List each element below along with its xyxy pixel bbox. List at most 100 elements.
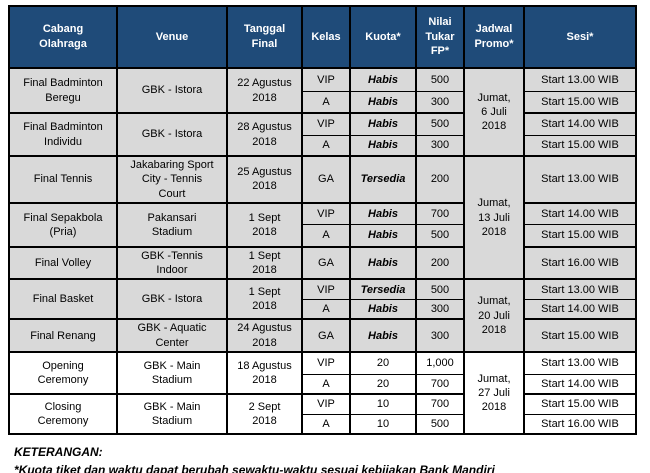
cell-kelas: GA	[301, 155, 351, 204]
footer-note: KETERANGAN: *Kuota tiket dan waktu dapat…	[14, 443, 650, 473]
cell-venue: GBK - Istora	[116, 278, 228, 320]
table-row: Final Renang GBK - Aquatic Center 24 Agust…	[8, 318, 637, 353]
cell-kelas: A	[301, 413, 351, 435]
cell-kuota: Habis	[349, 67, 417, 92]
cell-sesi: Start 15.00 WIB	[523, 134, 637, 157]
cell-kelas: A	[301, 134, 351, 157]
cell-nilai: 300	[415, 298, 465, 320]
cell-kuota: Habis	[349, 90, 417, 114]
cell-cabang: Final Badminton Beregu	[8, 67, 118, 114]
table-row: A 10 500 Start 16.00 WIB	[9, 413, 637, 435]
cell-cabang: Final Volley	[8, 245, 118, 280]
cell-kuota: Habis	[349, 112, 417, 136]
cell-nilai: 500	[415, 413, 465, 435]
col-header-kelas: Kelas	[301, 5, 351, 69]
cell-sesi: Start 15.00 WIB	[523, 318, 637, 353]
cell-kuota: Habis	[349, 224, 417, 248]
cell-kelas: VIP	[301, 112, 351, 136]
cell-nilai: 200	[415, 155, 465, 204]
cell-venue: GBK -Tennis Indoor	[116, 245, 228, 280]
cell-cabang: Opening Ceremony	[8, 351, 118, 395]
cell-kelas: A	[301, 90, 351, 114]
cell-kuota: Habis	[349, 134, 417, 157]
footer-disclaimer: *Kuota tiket dan waktu dapat berubah sew…	[14, 463, 495, 473]
col-header-sesi: Sesi*	[523, 5, 637, 69]
cell-venue: GBK - Aquatic Center	[116, 318, 228, 353]
cell-tanggal: 18 Agustus 2018	[226, 351, 303, 395]
cell-sesi: Start 16.00 WIB	[523, 245, 637, 280]
cell-kuota: 20	[349, 351, 417, 375]
table-row: Final Sepakbola (Pria) Pakansari Stadium 1…	[8, 201, 637, 248]
table-body: Final Badminton Beregu GBK - Istora 22 Agu…	[8, 67, 637, 435]
col-header-nilai: Nilai Tukar FP*	[415, 5, 465, 69]
cell-sesi: Start 14.00 WIB	[523, 112, 637, 136]
cell-tanggal: 1 Sept 2018	[226, 245, 303, 280]
cell-venue: Jakabaring Sport City - Tennis Court	[116, 155, 228, 204]
cell-kuota: Habis	[349, 201, 417, 226]
cell-nilai: 300	[415, 134, 465, 157]
cell-cabang: Final Sepakbola (Pria)	[8, 201, 118, 248]
cell-jadwal: Jumat, 20 Juli 2018	[463, 278, 525, 353]
cell-kuota: Habis	[349, 298, 417, 320]
cell-sesi: Start 14.00 WIB	[523, 201, 637, 226]
col-header-jadwal: Jadwal Promo*	[463, 5, 525, 69]
cell-sesi: Start 14.00 WIB	[523, 298, 637, 320]
cell-nilai: 300	[415, 318, 465, 353]
table-row: A Habis 500 Start 15.00 WIB	[9, 224, 637, 248]
header-row: Cabang Olahraga Venue Tanggal Final Kelas Ku…	[8, 5, 637, 69]
col-header-tanggal: Tanggal Final	[226, 5, 303, 69]
table-row: Opening Ceremony GBK - Main Stadium 18 Agu…	[8, 351, 637, 435]
cell-nilai: 1,000	[415, 351, 465, 375]
cell-kuota: Tersedia	[349, 155, 417, 204]
cell-kelas: GA	[301, 318, 351, 353]
cell-nilai: 500	[415, 112, 465, 136]
table-row: Final Tennis Jakabaring Sport City - Tenn…	[8, 154, 637, 280]
cell-kelas: A	[301, 224, 351, 248]
cell-tanggal: 25 Agustus 2018	[226, 155, 303, 204]
cell-sesi: Start 15.00 WIB	[523, 393, 637, 415]
cell-tanggal: 24 Agustus 2018	[226, 318, 303, 353]
cell-nilai: 500	[415, 67, 465, 92]
cell-jadwal: Jumat, 13 Juli 2018	[463, 154, 525, 280]
cell-sesi: Start 13.00 WIB	[523, 67, 637, 92]
cell-venue: GBK - Istora	[116, 67, 228, 114]
cell-kelas: VIP	[301, 393, 351, 415]
cell-kelas: VIP	[301, 201, 351, 226]
table-header: Cabang Olahraga Venue Tanggal Final Kelas Ku…	[8, 5, 637, 69]
table-row: Closing Ceremony GBK - Main Stadium 2 Sept…	[8, 393, 637, 435]
cell-kelas: VIP	[301, 278, 351, 300]
cell-kuota: 10	[349, 393, 417, 415]
cell-tanggal: 22 Agustus 2018	[226, 67, 303, 114]
table-row: Final Badminton Individu GBK - Istora 28 A…	[8, 112, 637, 157]
col-header-venue: Venue	[116, 5, 228, 69]
cell-sesi: Start 13.00 WIB	[523, 155, 637, 204]
cell-cabang: Final Badminton Individu	[8, 112, 118, 157]
cell-kuota: 20	[349, 373, 417, 395]
cell-kelas: VIP	[301, 67, 351, 92]
table-row: A Habis 300 Start 14.00 WIB	[9, 298, 637, 320]
table-row: Final Badminton Beregu GBK - Istora 22 Agu…	[8, 67, 637, 157]
cell-sesi: Start 15.00 WIB	[523, 90, 637, 114]
table-row: A Habis 300 Start 15.00 WIB	[9, 134, 637, 157]
cell-nilai: 700	[415, 201, 465, 226]
cell-nilai: 200	[415, 245, 465, 280]
cell-kelas: GA	[301, 245, 351, 280]
cell-tanggal: 2 Sept 2018	[226, 393, 303, 435]
cell-tanggal: 28 Agustus 2018	[226, 112, 303, 157]
cell-cabang: Final Renang	[8, 318, 118, 353]
cell-kuota: Habis	[349, 245, 417, 280]
cell-sesi: Start 15.00 WIB	[523, 224, 637, 248]
cell-sesi: Start 13.00 WIB	[523, 278, 637, 300]
cell-nilai: 700	[415, 393, 465, 415]
cell-kuota: Tersedia	[349, 278, 417, 300]
cell-cabang: Final Tennis	[8, 155, 118, 204]
cell-kelas: VIP	[301, 351, 351, 375]
cell-nilai: 700	[415, 373, 465, 395]
cell-cabang: Closing Ceremony	[8, 393, 118, 435]
cell-nilai: 500	[415, 224, 465, 248]
cell-sesi: Start 16.00 WIB	[523, 413, 637, 435]
cell-kelas: A	[301, 298, 351, 320]
cell-tanggal: 1 Sept 2018	[226, 278, 303, 320]
table-row: Final Volley GBK -Tennis Indoor 1 Sept 201…	[8, 245, 637, 280]
